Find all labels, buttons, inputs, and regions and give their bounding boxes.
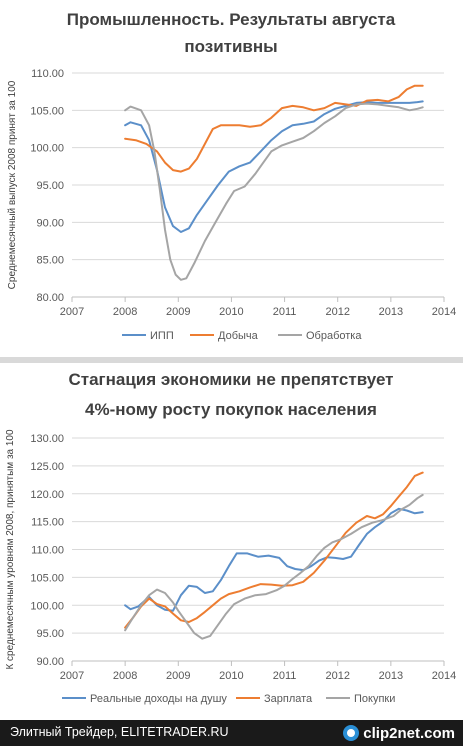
- chart-consumption: Стагнация экономики не препятствует 4%-но…: [5, 370, 456, 705]
- y-tick-label: 90.00: [36, 656, 64, 668]
- x-tick-label: 2014: [432, 306, 456, 318]
- y-tick-label: 90.00: [36, 217, 64, 229]
- chart-title-line: Промышленность. Результаты августа: [67, 10, 396, 29]
- x-tick-label: 2008: [113, 306, 137, 318]
- y-tick-label: 105.00: [30, 572, 64, 584]
- chart-title-line: Стагнация экономики не препятствует: [68, 370, 393, 389]
- y-tick-label: 125.00: [30, 461, 64, 473]
- y-axis-title: К среднемесячным уровням 2008, принятым …: [5, 429, 16, 670]
- y-tick-label: 95.00: [36, 628, 64, 640]
- y-axis-title: Среднемесячный выпуск 2008 принят за 100: [7, 80, 18, 289]
- clip2net-logo-text: clip2net.com: [363, 724, 455, 742]
- chart-title-line: позитивны: [184, 37, 277, 56]
- y-tick-label: 85.00: [36, 255, 64, 267]
- y-tick-label: 110.00: [31, 68, 64, 80]
- clip2net-logo-icon: [343, 725, 360, 741]
- series-line: [124, 507, 424, 612]
- series-line: [124, 471, 424, 629]
- y-tick-label: 130.00: [30, 433, 64, 445]
- x-tick-label: 2007: [60, 306, 84, 318]
- x-tick-label: 2012: [325, 670, 349, 682]
- legend-label: Покупки: [354, 693, 395, 705]
- y-tick-label: 110.00: [31, 545, 64, 557]
- x-tick-label: 2013: [379, 306, 403, 318]
- chart-industry: Промышленность. Результаты августа позити…: [7, 10, 456, 342]
- series-line: [124, 100, 424, 233]
- y-tick-label: 80.00: [36, 292, 64, 304]
- y-tick-label: 100.00: [30, 143, 64, 155]
- series-line: [124, 493, 424, 640]
- footer-caption: Элитный Трейдер, ELITETRADER.RU: [10, 725, 229, 739]
- legend-label: Обработка: [306, 330, 362, 342]
- series-line: [124, 84, 424, 173]
- x-tick-label: 2013: [379, 670, 403, 682]
- legend-label: Зарплата: [264, 693, 313, 705]
- x-tick-label: 2008: [113, 670, 137, 682]
- chart-separator: [0, 357, 463, 363]
- legend-label: Добыча: [218, 330, 259, 342]
- y-tick-label: 105.00: [30, 105, 64, 117]
- x-tick-label: 2014: [432, 670, 456, 682]
- x-tick-label: 2010: [219, 306, 243, 318]
- x-tick-label: 2010: [219, 670, 243, 682]
- legend-label: Реальные доходы на душу: [90, 693, 227, 705]
- series-line: [124, 102, 424, 281]
- x-tick-label: 2009: [166, 670, 190, 682]
- clip2net-logo[interactable]: clip2net.com: [343, 723, 455, 743]
- footer-bar: Элитный Трейдер, ELITETRADER.RU clip2net…: [0, 720, 463, 746]
- x-tick-label: 2007: [60, 670, 84, 682]
- y-tick-label: 120.00: [30, 489, 64, 501]
- y-tick-label: 100.00: [30, 600, 64, 612]
- legend-label: ИПП: [150, 330, 174, 342]
- y-tick-label: 115.00: [31, 517, 64, 529]
- chart-title-line: 4%-ному росту покупок населения: [85, 400, 377, 419]
- x-tick-label: 2009: [166, 306, 190, 318]
- x-tick-label: 2012: [325, 306, 349, 318]
- x-tick-label: 2011: [273, 670, 297, 682]
- y-tick-label: 95.00: [36, 180, 64, 192]
- x-tick-label: 2011: [273, 306, 297, 318]
